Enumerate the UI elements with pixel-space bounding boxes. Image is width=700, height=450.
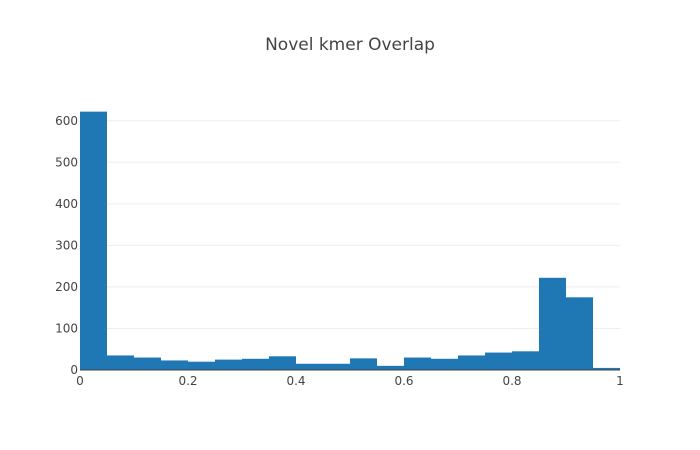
y-tick-label-5: 500 [55,155,78,169]
histogram-bar-8 [296,363,323,370]
x-tick-label-0: 0 [76,374,84,388]
y-tick-label-1: 100 [55,321,78,335]
x-axis-ticks: 0 0.2 0.4 0.6 0.8 1 [76,374,624,388]
histogram-bar-18 [566,297,593,370]
histogram-bar-12 [404,357,431,370]
histogram-bar-14 [458,355,485,370]
histogram-bar-0 [80,111,107,370]
histogram-bar-3 [161,360,188,370]
histogram-bar-11 [377,365,404,370]
histogram-bar-4 [188,361,215,370]
y-tick-label-3: 300 [55,238,78,252]
histogram-bar-1 [107,355,134,370]
chart-title: Novel kmer Overlap [265,35,435,55]
x-tick-label-1: 0.2 [178,374,197,388]
histogram-bar-10 [350,358,377,370]
histogram-bar-13 [431,358,458,370]
histogram-bar-15 [485,352,512,370]
bars [80,111,620,370]
histogram-bar-19 [593,367,620,370]
y-tick-label-6: 600 [55,114,78,128]
y-axis-ticks: 0 100 200 300 400 500 600 [55,114,78,377]
histogram-bar-7 [269,356,296,370]
histogram-bar-16 [512,351,539,370]
y-gridlines [80,120,620,329]
x-tick-label-3: 0.6 [394,374,413,388]
y-tick-label-2: 200 [55,280,78,294]
x-tick-label-4: 0.8 [502,374,521,388]
x-tick-label-5: 1 [616,374,624,388]
histogram-bar-9 [323,363,350,370]
y-tick-label-4: 400 [55,197,78,211]
y-tick-label-0: 0 [70,363,78,377]
histogram-bar-5 [215,359,242,370]
histogram-bar-6 [242,358,269,370]
x-tick-label-2: 0.4 [286,374,305,388]
histogram-bar-17 [539,277,566,370]
histogram-bar-2 [134,357,161,370]
